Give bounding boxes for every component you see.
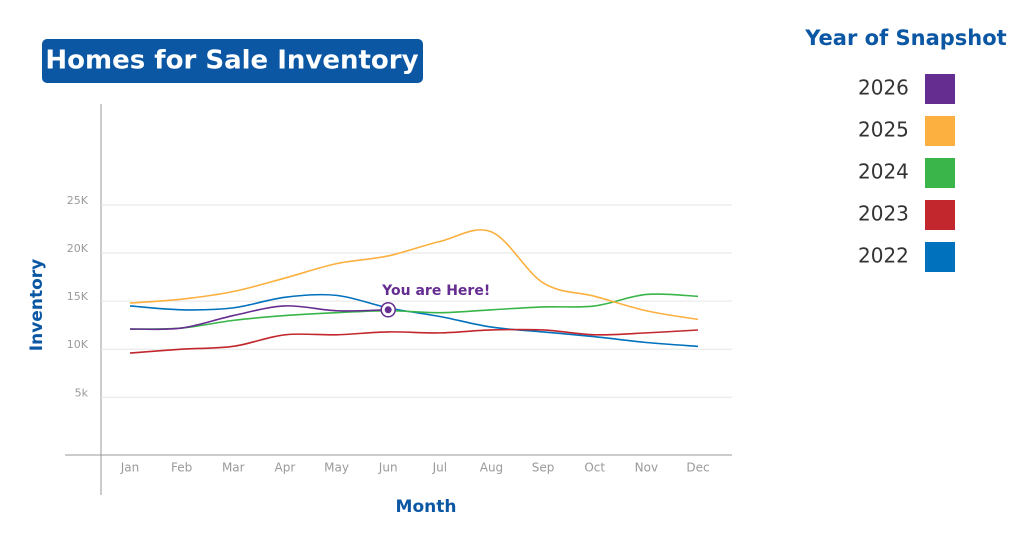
legend-label: 2022 xyxy=(858,244,909,268)
x-tick-label: Dec xyxy=(686,461,709,475)
y-tick-label: 5k xyxy=(75,386,89,399)
legend-label: 2024 xyxy=(858,160,909,184)
legend-swatch xyxy=(925,74,955,104)
y-tick-label: 20K xyxy=(67,242,89,255)
marker xyxy=(384,306,392,314)
legend-title: Year of Snapshot xyxy=(804,26,1006,50)
x-tick-label: Jan xyxy=(120,461,140,475)
x-tick-label: Oct xyxy=(584,461,605,475)
legend-swatch xyxy=(925,200,955,230)
x-tick-label: Jul xyxy=(432,461,447,475)
legend-swatch xyxy=(925,158,955,188)
x-tick-label: Mar xyxy=(222,461,245,475)
y-tick-label: 15K xyxy=(67,290,89,303)
x-tick-label: Feb xyxy=(171,461,192,475)
line-series xyxy=(129,293,699,330)
y-tick-label: 25K xyxy=(67,194,89,207)
title-box xyxy=(42,39,423,83)
legend-swatch xyxy=(925,116,955,146)
legend-label: 2023 xyxy=(858,202,909,226)
x-tick-label: Apr xyxy=(275,461,296,475)
annotation: You are Here! xyxy=(381,283,490,299)
x-tick-label: Nov xyxy=(635,461,658,475)
chart-title: Homes for Sale Inventory xyxy=(45,46,418,76)
legend-swatch xyxy=(925,242,955,272)
x-axis-label: Month xyxy=(396,497,457,517)
x-tick-label: Aug xyxy=(480,461,503,475)
x-tick-label: May xyxy=(324,461,349,475)
x-tick-label: Jun xyxy=(378,461,398,475)
legend-label: 2026 xyxy=(858,76,909,100)
line-series xyxy=(129,305,389,331)
legend-label: 2025 xyxy=(858,118,909,142)
x-tick-label: Sep xyxy=(532,461,555,475)
line-series xyxy=(129,229,699,321)
y-axis-label: Inventory xyxy=(27,259,47,351)
line-series xyxy=(129,328,699,354)
y-tick-label: 10K xyxy=(67,338,89,351)
